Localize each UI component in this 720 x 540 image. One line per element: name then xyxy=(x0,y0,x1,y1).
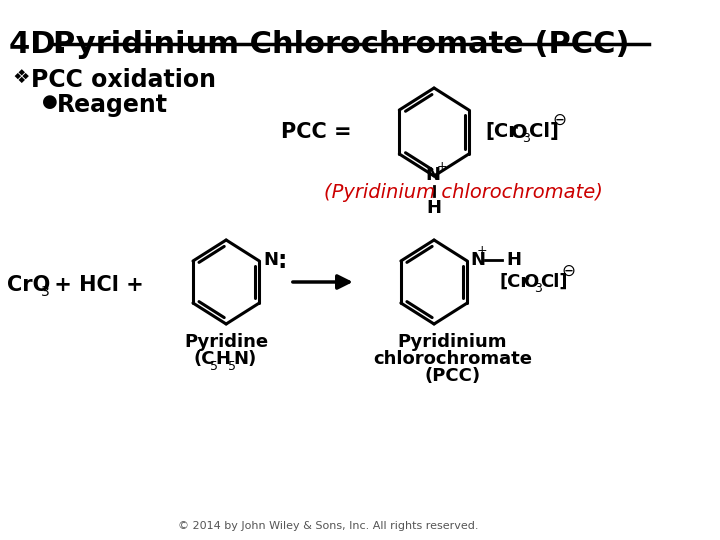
Text: O: O xyxy=(510,123,527,141)
Text: [Cr: [Cr xyxy=(485,123,518,141)
Text: 5: 5 xyxy=(228,360,236,373)
Text: N: N xyxy=(470,251,485,269)
Text: © 2014 by John Wiley & Sons, Inc. All rights reserved.: © 2014 by John Wiley & Sons, Inc. All ri… xyxy=(178,521,479,531)
Text: 4D.: 4D. xyxy=(9,30,78,59)
Text: 3: 3 xyxy=(41,285,50,299)
Text: (PCC): (PCC) xyxy=(424,367,480,385)
Text: CrO: CrO xyxy=(7,275,50,295)
Text: N: N xyxy=(426,166,441,184)
Text: Cl]: Cl] xyxy=(540,273,567,291)
Text: H: H xyxy=(426,199,441,217)
Text: ❖: ❖ xyxy=(13,68,30,87)
Text: 3: 3 xyxy=(534,282,542,295)
Text: (Pyridinium chlorochromate): (Pyridinium chlorochromate) xyxy=(324,183,603,201)
Text: chlorochromate: chlorochromate xyxy=(373,350,532,368)
Text: H: H xyxy=(506,251,521,269)
Text: Pyridinium Chlorochromate (PCC): Pyridinium Chlorochromate (PCC) xyxy=(53,30,629,59)
Text: (C: (C xyxy=(193,350,215,368)
Text: N): N) xyxy=(233,350,257,368)
Text: 5: 5 xyxy=(210,360,217,373)
Text: :: : xyxy=(277,249,287,273)
Text: Pyridinium: Pyridinium xyxy=(397,333,507,351)
Text: Reagent: Reagent xyxy=(57,93,168,117)
Text: H: H xyxy=(215,350,230,368)
Text: PCC oxidation: PCC oxidation xyxy=(31,68,216,92)
Text: N: N xyxy=(263,251,278,269)
Text: + HCl +: + HCl + xyxy=(48,275,144,295)
Text: 3: 3 xyxy=(523,132,531,145)
Text: +: + xyxy=(437,160,448,173)
Text: +: + xyxy=(477,245,487,258)
Text: ●: ● xyxy=(42,93,58,111)
Text: PCC =: PCC = xyxy=(281,122,351,142)
Text: Pyridine: Pyridine xyxy=(184,333,269,351)
Text: O: O xyxy=(523,273,539,291)
Text: ⊖: ⊖ xyxy=(552,111,567,129)
Text: ⊖: ⊖ xyxy=(562,262,575,280)
Text: Cl]: Cl] xyxy=(529,123,559,141)
Text: [Cr: [Cr xyxy=(500,273,530,291)
